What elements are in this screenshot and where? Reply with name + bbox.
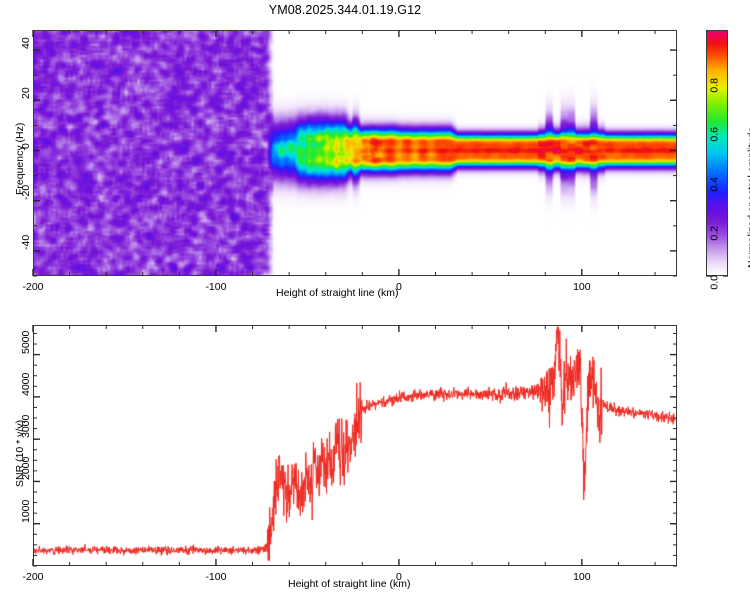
x-tick-label: 100: [573, 571, 591, 583]
colorbar-tick-label: 0.4: [708, 176, 721, 192]
colorbar-tick-label: 0.2: [708, 225, 721, 241]
spectrogram-x-axis-label: Height of straight line (km): [276, 287, 399, 299]
colorbar-tick-label: 0.0: [708, 275, 721, 290]
colorbar: [706, 30, 728, 276]
x-tick-label: 0: [395, 571, 402, 583]
colorbar-tick-label: 0.8: [708, 78, 721, 93]
colorbar-tick-label: 0.6: [708, 127, 721, 142]
x-tick-label: 0: [395, 281, 402, 293]
x-tick-label: -200: [22, 571, 44, 583]
x-tick-label: -100: [205, 571, 227, 583]
spectrogram-panel: [33, 30, 677, 276]
snr-y-axis-label: SNR (10 * v/v): [14, 419, 26, 487]
colorbar-label: Normalized spectral amplitude: [746, 126, 750, 268]
x-tick-label: -200: [22, 281, 44, 293]
x-tick-label: -100: [205, 281, 227, 293]
spectrogram-y-axis-label: Frequency (Hz): [14, 122, 26, 195]
page-title: YM08.2025.344.01.19.G12: [268, 3, 422, 17]
snr-panel: [33, 325, 677, 566]
x-tick-label: 100: [573, 281, 591, 293]
snr-x-axis-label: Height of straight line (km): [288, 578, 411, 590]
